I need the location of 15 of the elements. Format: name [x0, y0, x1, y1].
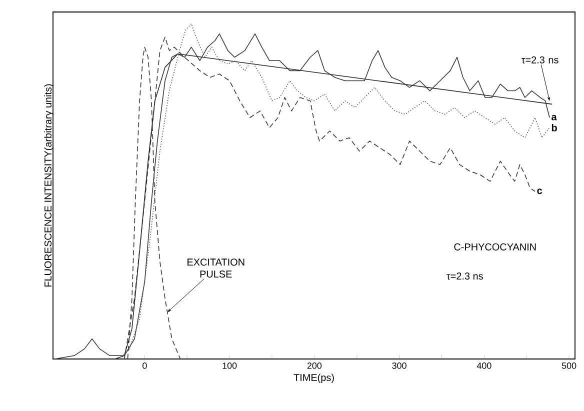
annotation: τ=2.3 ns [521, 56, 558, 64]
annotation: C-PHYCOCYANIN [454, 243, 536, 250]
series-label: b [552, 124, 557, 132]
series-label: a [552, 114, 557, 120]
x-axis-title: TIME(ps) [294, 374, 334, 383]
series-label: c [537, 188, 542, 194]
x-tick-label: 100 [222, 362, 237, 369]
x-tick-label: 0 [142, 362, 147, 369]
x-tick-label: 300 [392, 362, 406, 369]
y-axis-title: FLUORESCENCE INTENSITY(arbitrary units) [44, 84, 54, 287]
x-tick-label: 200 [307, 362, 322, 369]
x-tick-label: 500 [562, 362, 576, 369]
annotation: τ=2.3 ns [446, 272, 483, 280]
x-tick-label: 400 [476, 362, 492, 369]
annotation: EXCITATION PULSE [188, 258, 244, 278]
